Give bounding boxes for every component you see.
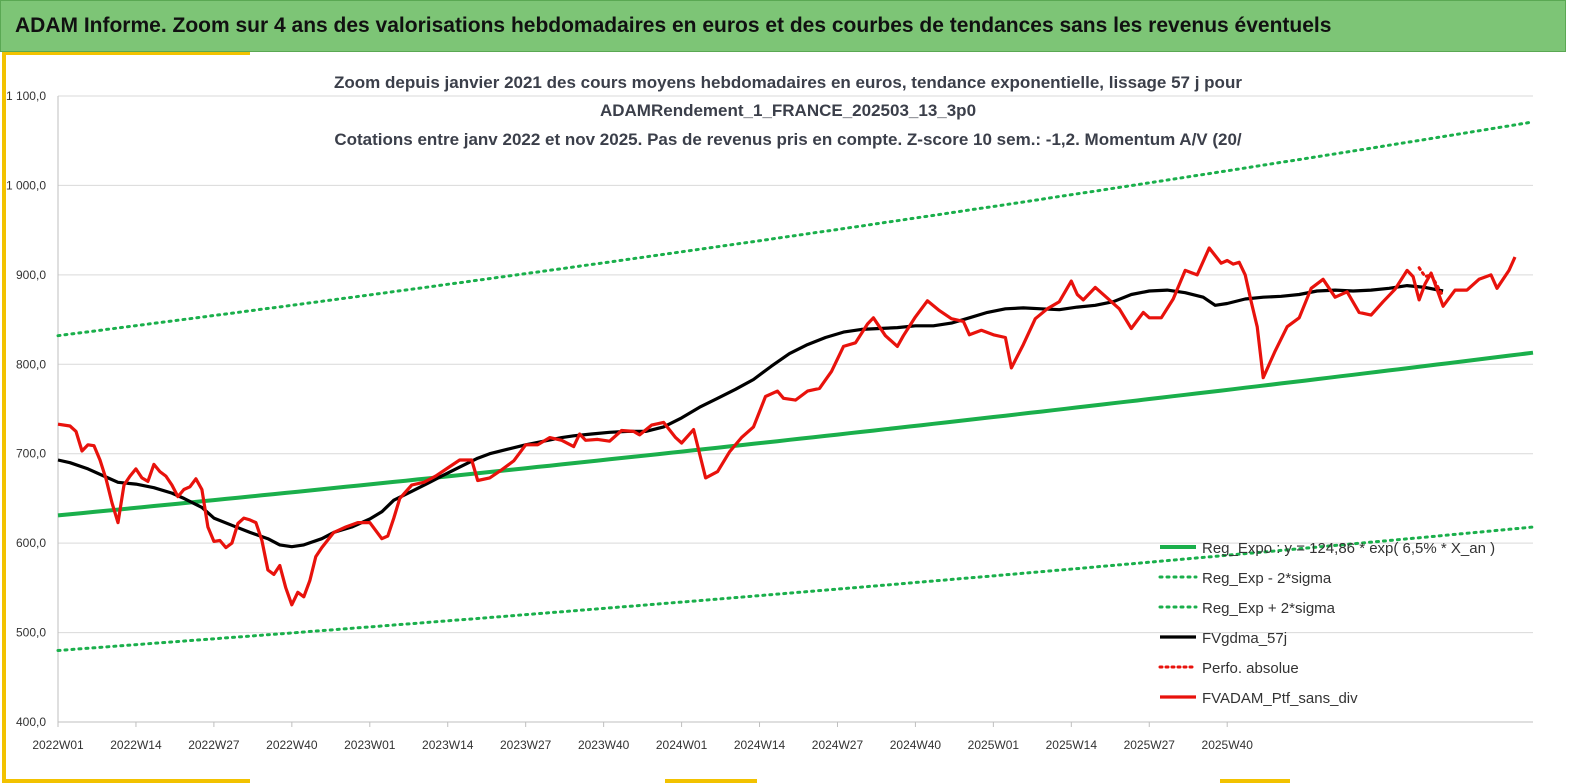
x-tick-label: 2023W27 xyxy=(500,738,552,752)
series-reg-exp-2-sigma xyxy=(56,525,1535,652)
y-tick-label: 900,0 xyxy=(16,268,46,282)
plot-area xyxy=(56,120,1535,652)
frame-accent-bottom xyxy=(2,779,250,783)
chart-title: Zoom depuis janvier 2021 des cours moyen… xyxy=(334,73,1242,149)
y-tick-label: 400,0 xyxy=(16,715,46,729)
frame-accent-top xyxy=(2,52,250,55)
report-banner: ADAM Informe. Zoom sur 4 ans des valoris… xyxy=(0,0,1566,52)
x-tick-label: 2025W27 xyxy=(1124,738,1176,752)
y-tick-label: 600,0 xyxy=(16,536,46,550)
x-tick-label: 2022W27 xyxy=(188,738,240,752)
frame-accent-left xyxy=(2,52,6,782)
banner-title: ADAM Informe. Zoom sur 4 ans des valoris… xyxy=(15,14,1332,37)
series-fvgdma-57j xyxy=(57,284,1444,549)
y-tick-label: 700,0 xyxy=(16,447,46,461)
legend-label: FVgdma_57j xyxy=(1202,630,1287,647)
x-tick-label: 2022W40 xyxy=(266,738,318,752)
x-tick-label: 2023W40 xyxy=(578,738,630,752)
x-tick-label: 2022W14 xyxy=(110,738,162,752)
y-tick-label: 800,0 xyxy=(16,357,46,371)
y-tick-label: 1 100,0 xyxy=(6,89,46,103)
series-reg-expo-y-124-86-exp-6-5-x-an xyxy=(57,350,1534,518)
x-tick-label: 2024W40 xyxy=(890,738,942,752)
x-tick-label: 2025W40 xyxy=(1202,738,1254,752)
series-reg-exp-2-sigma xyxy=(56,120,1535,338)
chart-title-line-2: ADAMRendement_1_FRANCE_202503_13_3p0 xyxy=(600,101,976,120)
legend-label: Reg_Expo : y = 124,86 * exp( 6,5% * X_an… xyxy=(1202,540,1495,557)
chart-axes: 1 100,0 1 000,0 900,0 800,0 700,0 600,0 500,0 4… xyxy=(6,89,1533,752)
x-tick-label: 2024W01 xyxy=(656,738,708,752)
legend-label: Perfo. absolue xyxy=(1202,660,1299,677)
x-tick-label: 2025W01 xyxy=(968,738,1020,752)
chart-title-line-3: Cotations entre janv 2022 et nov 2025. P… xyxy=(334,130,1242,149)
legend-label: FVADAM_Ptf_sans_div xyxy=(1202,690,1358,707)
frame-accent-bottom xyxy=(665,779,757,783)
x-tick-label: 2022W01 xyxy=(32,738,84,752)
series-perfo-absolue xyxy=(1417,266,1445,298)
series-fvadam-ptf-sans-div xyxy=(57,246,1517,607)
x-tick-label: 2024W27 xyxy=(812,738,864,752)
x-tick-label: 2023W14 xyxy=(422,738,474,752)
chart-title-line-1: Zoom depuis janvier 2021 des cours moyen… xyxy=(334,73,1242,92)
frame-accent-bottom xyxy=(1220,779,1290,783)
legend-label: Reg_Exp + 2*sigma xyxy=(1202,600,1336,617)
legend-label: Reg_Exp - 2*sigma xyxy=(1202,570,1332,587)
y-tick-label: 1 000,0 xyxy=(6,178,46,192)
chart-grid xyxy=(58,95,1533,723)
y-tick-label: 500,0 xyxy=(16,626,46,640)
x-tick-label: 2024W14 xyxy=(734,738,786,752)
x-tick-label: 2025W14 xyxy=(1046,738,1098,752)
legend: Reg_Expo : y = 124,86 * exp( 6,5% * X_an… xyxy=(1158,540,1495,707)
x-tick-label: 2023W01 xyxy=(344,738,396,752)
